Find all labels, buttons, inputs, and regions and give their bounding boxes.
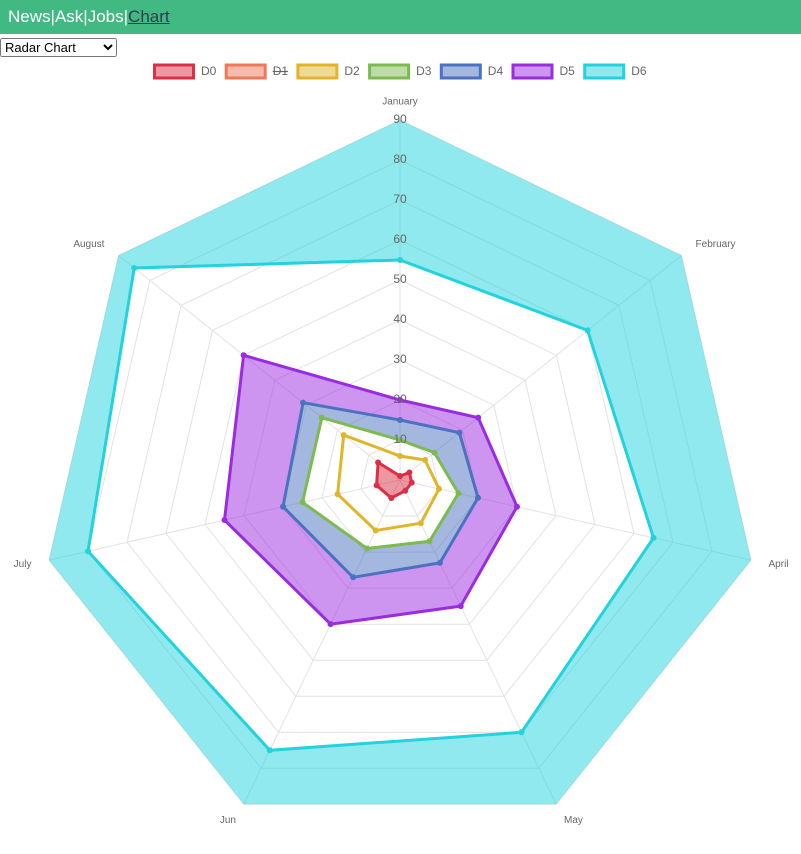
point xyxy=(436,559,443,566)
tick-label: 40 xyxy=(393,312,407,326)
series-line xyxy=(300,415,461,551)
legend-label: D4 xyxy=(488,64,504,78)
tick-label: 60 xyxy=(393,232,407,246)
point xyxy=(300,399,307,406)
point xyxy=(406,469,413,476)
nav-link[interactable]: Chart xyxy=(128,7,170,26)
separator: | xyxy=(83,7,88,26)
series-line xyxy=(336,433,441,533)
legend-label: D3 xyxy=(416,64,432,78)
legend-label: D5 xyxy=(560,64,576,78)
separator: | xyxy=(50,7,55,26)
point xyxy=(318,414,325,421)
nav-link[interactable]: News xyxy=(8,7,51,26)
tick-label: 80 xyxy=(393,152,407,166)
chart-select[interactable]: Radar Chart xyxy=(0,38,117,57)
point xyxy=(340,432,347,439)
point xyxy=(402,487,409,494)
point xyxy=(397,437,403,443)
point xyxy=(397,473,403,479)
area xyxy=(283,402,478,578)
nav-link[interactable]: Jobs xyxy=(87,7,124,26)
point xyxy=(408,479,415,486)
point xyxy=(650,534,657,541)
tick-label: 10 xyxy=(393,432,407,446)
point xyxy=(475,414,482,421)
point xyxy=(431,449,438,456)
point xyxy=(513,503,520,510)
point-label: April xyxy=(769,559,789,570)
point-label: February xyxy=(696,239,736,250)
point xyxy=(350,574,357,581)
legend-label: D1 xyxy=(273,64,289,78)
point xyxy=(397,397,403,403)
point xyxy=(417,520,424,527)
point xyxy=(426,538,433,545)
separator: | xyxy=(123,7,129,26)
point xyxy=(372,527,379,534)
legend-label: D0 xyxy=(201,64,217,78)
point xyxy=(397,417,403,423)
point xyxy=(373,482,380,489)
point-label: Jun xyxy=(220,815,236,826)
point xyxy=(435,485,442,492)
point xyxy=(397,453,403,459)
point xyxy=(375,459,382,466)
point-label: July xyxy=(14,559,32,570)
legend-swatch xyxy=(224,63,267,80)
point xyxy=(240,352,247,359)
nav-bar: News|Ask|Jobs|Chart xyxy=(0,0,801,34)
point xyxy=(327,621,334,628)
area xyxy=(49,120,751,805)
legend-label: D2 xyxy=(344,64,360,78)
point xyxy=(334,491,341,498)
tick-label: 20 xyxy=(393,392,407,406)
point xyxy=(221,517,228,524)
point xyxy=(518,729,525,736)
point-label: August xyxy=(73,239,104,250)
point xyxy=(266,747,273,754)
point xyxy=(131,265,138,272)
point xyxy=(388,495,395,502)
point xyxy=(422,457,429,464)
tick-label: 30 xyxy=(393,352,407,366)
point xyxy=(584,327,591,334)
grid-ring xyxy=(360,439,440,517)
legend-swatch xyxy=(583,63,626,80)
point xyxy=(299,499,306,506)
grid-ring xyxy=(165,239,635,697)
point xyxy=(397,257,403,263)
point xyxy=(456,429,463,436)
point xyxy=(474,494,481,501)
point-label: January xyxy=(382,97,418,108)
series-line xyxy=(222,353,519,626)
series-line xyxy=(281,400,480,579)
point xyxy=(85,548,92,555)
point xyxy=(280,503,287,510)
grid-ring xyxy=(204,279,596,661)
legend-swatch xyxy=(511,63,554,80)
point xyxy=(455,490,462,497)
tick-label: 70 xyxy=(393,192,407,206)
point-label: May xyxy=(564,815,583,826)
legend-swatch xyxy=(439,63,482,80)
tick-label: 90 xyxy=(393,112,407,126)
legend-swatch xyxy=(368,63,411,80)
series-line xyxy=(86,258,656,752)
legend-label: D6 xyxy=(631,64,647,78)
legend-swatch xyxy=(296,63,339,80)
point xyxy=(364,545,371,552)
point xyxy=(457,603,464,610)
legend-swatch xyxy=(153,63,195,80)
tick-label: 50 xyxy=(393,272,407,286)
nav-link[interactable]: Ask xyxy=(54,7,84,26)
